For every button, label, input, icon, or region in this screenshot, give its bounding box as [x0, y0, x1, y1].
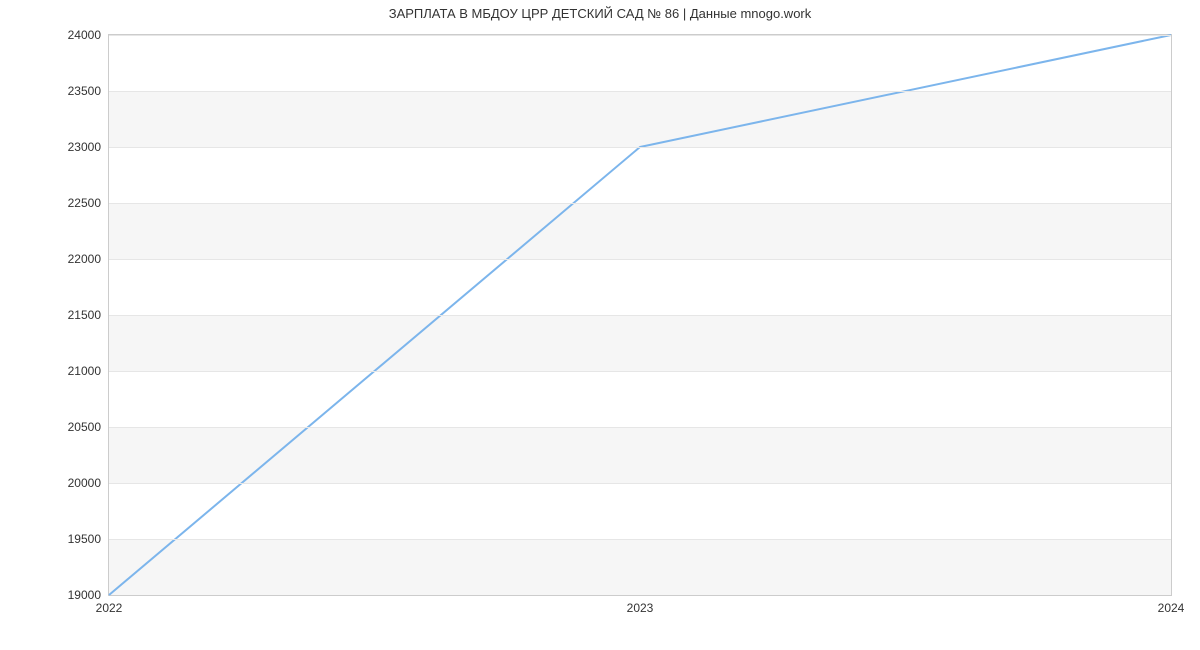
y-gridline: [109, 91, 1171, 92]
y-tick-label: 19500: [68, 532, 109, 546]
y-gridline: [109, 315, 1171, 316]
y-tick-label: 23500: [68, 84, 109, 98]
y-gridline: [109, 371, 1171, 372]
y-tick-label: 20000: [68, 476, 109, 490]
y-gridline: [109, 35, 1171, 36]
y-tick-label: 20500: [68, 420, 109, 434]
y-tick-label: 24000: [68, 28, 109, 42]
salary-line-chart: ЗАРПЛАТА В МБДОУ ЦРР ДЕТСКИЙ САД № 86 | …: [0, 0, 1200, 650]
x-tick-label: 2024: [1158, 595, 1185, 615]
y-gridline: [109, 259, 1171, 260]
x-tick-label: 2023: [627, 595, 654, 615]
chart-title: ЗАРПЛАТА В МБДОУ ЦРР ДЕТСКИЙ САД № 86 | …: [0, 6, 1200, 21]
y-gridline: [109, 427, 1171, 428]
y-gridline: [109, 147, 1171, 148]
y-gridline: [109, 203, 1171, 204]
y-tick-label: 23000: [68, 140, 109, 154]
y-tick-label: 21500: [68, 308, 109, 322]
x-tick-label: 2022: [96, 595, 123, 615]
y-gridline: [109, 483, 1171, 484]
plot-area: 1900019500200002050021000215002200022500…: [108, 34, 1172, 596]
y-tick-label: 22500: [68, 196, 109, 210]
y-gridline: [109, 539, 1171, 540]
y-tick-label: 22000: [68, 252, 109, 266]
y-tick-label: 21000: [68, 364, 109, 378]
